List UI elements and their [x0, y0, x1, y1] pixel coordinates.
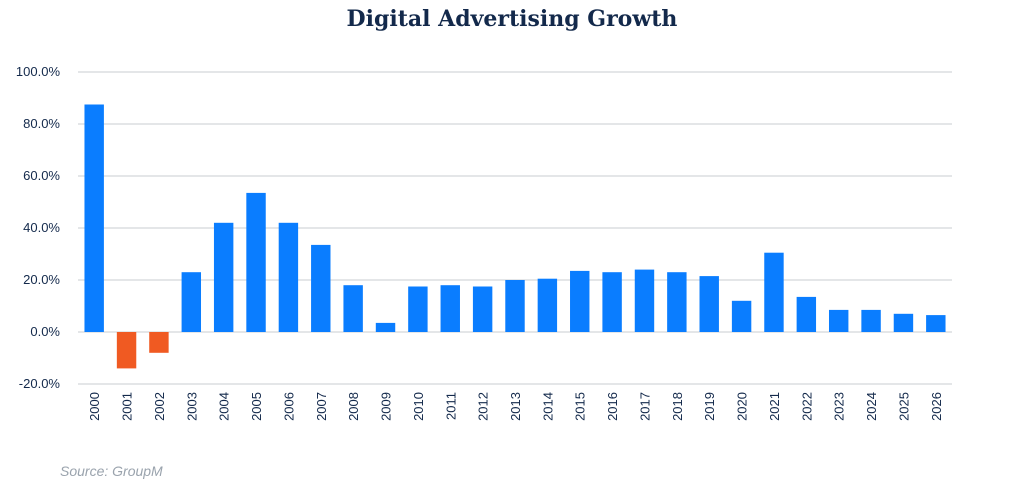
x-tick-label: 2014: [540, 392, 555, 421]
y-tick-label: 80.0%: [23, 116, 60, 131]
bar: [505, 280, 525, 332]
bar: [116, 332, 137, 369]
x-tick-label: 2024: [864, 392, 879, 421]
bar: [343, 285, 363, 332]
x-tick-label: 2016: [605, 392, 620, 421]
x-tick-label: 2004: [217, 392, 232, 421]
bar: [149, 332, 169, 353]
x-tick-label: 2007: [314, 392, 329, 421]
bar: [213, 222, 234, 332]
x-tick-label: 2025: [896, 392, 911, 421]
x-tick-label: 2020: [735, 392, 750, 421]
bar: [731, 300, 752, 332]
x-tick-label: 2001: [120, 392, 135, 421]
bar: [828, 309, 849, 332]
x-tick-label: 2022: [799, 392, 814, 421]
x-tick-label: 2010: [411, 392, 426, 421]
bar: [375, 322, 396, 332]
x-tick-label: 2012: [476, 392, 491, 421]
bar: [472, 286, 493, 332]
x-tick-label: 2002: [152, 392, 167, 421]
bar: [634, 269, 655, 332]
bar: [278, 222, 299, 332]
x-tick-label: 2021: [767, 392, 782, 421]
x-tick-label: 2006: [281, 392, 296, 421]
bar: [926, 315, 946, 332]
bar: [408, 286, 428, 332]
bar: [537, 278, 558, 332]
y-tick-label: -20.0%: [19, 376, 61, 391]
chart-title: Digital Advertising Growth: [346, 6, 678, 32]
x-tick-label: 2003: [184, 392, 199, 421]
bar: [667, 272, 687, 332]
x-tick-label: 2018: [670, 392, 685, 421]
x-tick-label: 2000: [87, 392, 102, 421]
bar: [246, 192, 266, 332]
y-tick-label: 40.0%: [23, 220, 60, 235]
bar: [861, 309, 881, 332]
x-tick-label: 2026: [929, 392, 944, 421]
bar: [764, 252, 784, 332]
x-tick-label: 2011: [443, 392, 458, 420]
x-tick-label: 2023: [832, 392, 847, 421]
y-tick-label: 100.0%: [16, 64, 61, 79]
bar: [84, 104, 104, 332]
bar: [699, 276, 719, 332]
x-tick-label: 2009: [379, 392, 394, 421]
y-tick-label: 0.0%: [30, 324, 60, 339]
bar: [893, 313, 914, 332]
bar: [570, 270, 590, 332]
y-tick-label: 60.0%: [23, 168, 60, 183]
bar: [602, 272, 622, 332]
y-tick-label: 20.0%: [23, 272, 60, 287]
x-tick-label: 2008: [346, 392, 361, 421]
bar: [440, 285, 460, 332]
x-tick-label: 2005: [249, 392, 264, 421]
source-note: Source: GroupM: [60, 463, 163, 479]
x-tick-label: 2013: [508, 392, 523, 421]
x-tick-label: 2019: [702, 392, 717, 421]
x-tick-label: 2015: [573, 392, 588, 421]
bar: [181, 272, 202, 332]
bar: [311, 244, 331, 332]
bar: [796, 296, 817, 332]
x-tick-label: 2017: [637, 392, 652, 421]
